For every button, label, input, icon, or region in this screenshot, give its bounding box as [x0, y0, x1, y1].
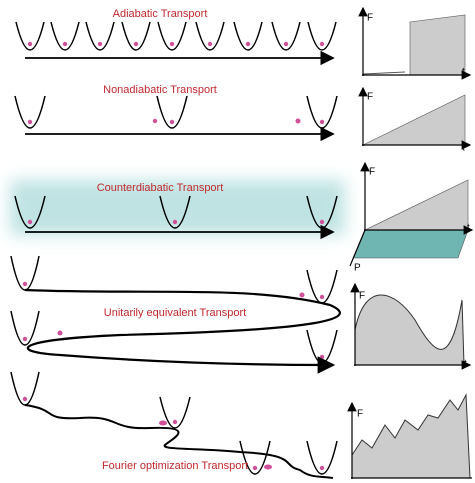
- row-title: Counterdiabatic Transport: [97, 182, 224, 194]
- force-area: [365, 180, 468, 230]
- particle: [153, 119, 157, 123]
- axis-label: F: [369, 167, 375, 178]
- particle: [320, 466, 324, 470]
- particle: [320, 295, 324, 299]
- particle: [134, 42, 138, 46]
- particle: [58, 331, 63, 336]
- axis-label: t: [464, 359, 467, 370]
- axis-label: F: [359, 291, 365, 302]
- particle: [28, 42, 32, 46]
- particle: [253, 466, 257, 470]
- force-area: [352, 395, 470, 478]
- trajectory: [25, 290, 340, 365]
- particle: [23, 337, 27, 341]
- particle: [296, 119, 301, 124]
- particle: [284, 42, 288, 46]
- particle: [320, 220, 324, 224]
- particle: [159, 421, 167, 426]
- particle: [170, 42, 174, 46]
- particle: [320, 120, 324, 124]
- force-line: [363, 72, 405, 74]
- particle: [173, 420, 177, 424]
- particle: [63, 42, 67, 46]
- force-area: [410, 15, 465, 75]
- force-area: [355, 295, 464, 365]
- row-title: Adiabatic Transport: [113, 8, 208, 20]
- particle: [28, 120, 32, 124]
- row-title: Nonadiabatic Transport: [103, 84, 217, 96]
- cd-plane: [353, 230, 468, 258]
- shapes: [11, 8, 472, 479]
- particle: [320, 355, 324, 359]
- particle: [320, 42, 324, 46]
- figure: Adiabatic Transport Nonadiabatic Transpo…: [0, 0, 475, 483]
- particle: [23, 397, 27, 401]
- particle: [246, 42, 250, 46]
- particle: [28, 220, 32, 224]
- particle: [208, 42, 212, 46]
- force-area: [363, 95, 465, 145]
- axis-label: t: [467, 223, 470, 234]
- axis-label: t: [462, 67, 465, 78]
- axis-label: F: [367, 13, 373, 24]
- axis-label: t: [462, 143, 465, 154]
- axis-label: F: [367, 92, 373, 103]
- particle: [98, 42, 102, 46]
- particle: [264, 465, 272, 470]
- row-title: Fourier optimization Transport: [102, 460, 248, 472]
- particle: [170, 120, 174, 124]
- particle: [300, 293, 305, 298]
- axis-label: P: [354, 263, 361, 274]
- particle: [23, 282, 27, 286]
- row-title: Unitarily equivalent Transport: [104, 307, 246, 319]
- axis-label: F: [357, 409, 363, 420]
- particle: [173, 220, 177, 224]
